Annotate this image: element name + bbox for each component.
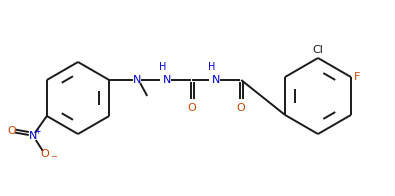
Text: H: H <box>160 62 167 72</box>
Text: O: O <box>8 126 16 136</box>
Text: N: N <box>28 131 37 141</box>
Text: O: O <box>237 103 246 113</box>
Text: +: + <box>34 128 41 136</box>
Text: N: N <box>133 75 141 85</box>
Text: O: O <box>40 149 49 159</box>
Text: N: N <box>212 75 220 85</box>
Text: N: N <box>163 75 171 85</box>
Text: H: H <box>209 62 216 72</box>
Text: Cl: Cl <box>312 45 324 55</box>
Text: O: O <box>188 103 197 113</box>
Text: F: F <box>354 72 360 82</box>
Text: −: − <box>50 152 57 162</box>
